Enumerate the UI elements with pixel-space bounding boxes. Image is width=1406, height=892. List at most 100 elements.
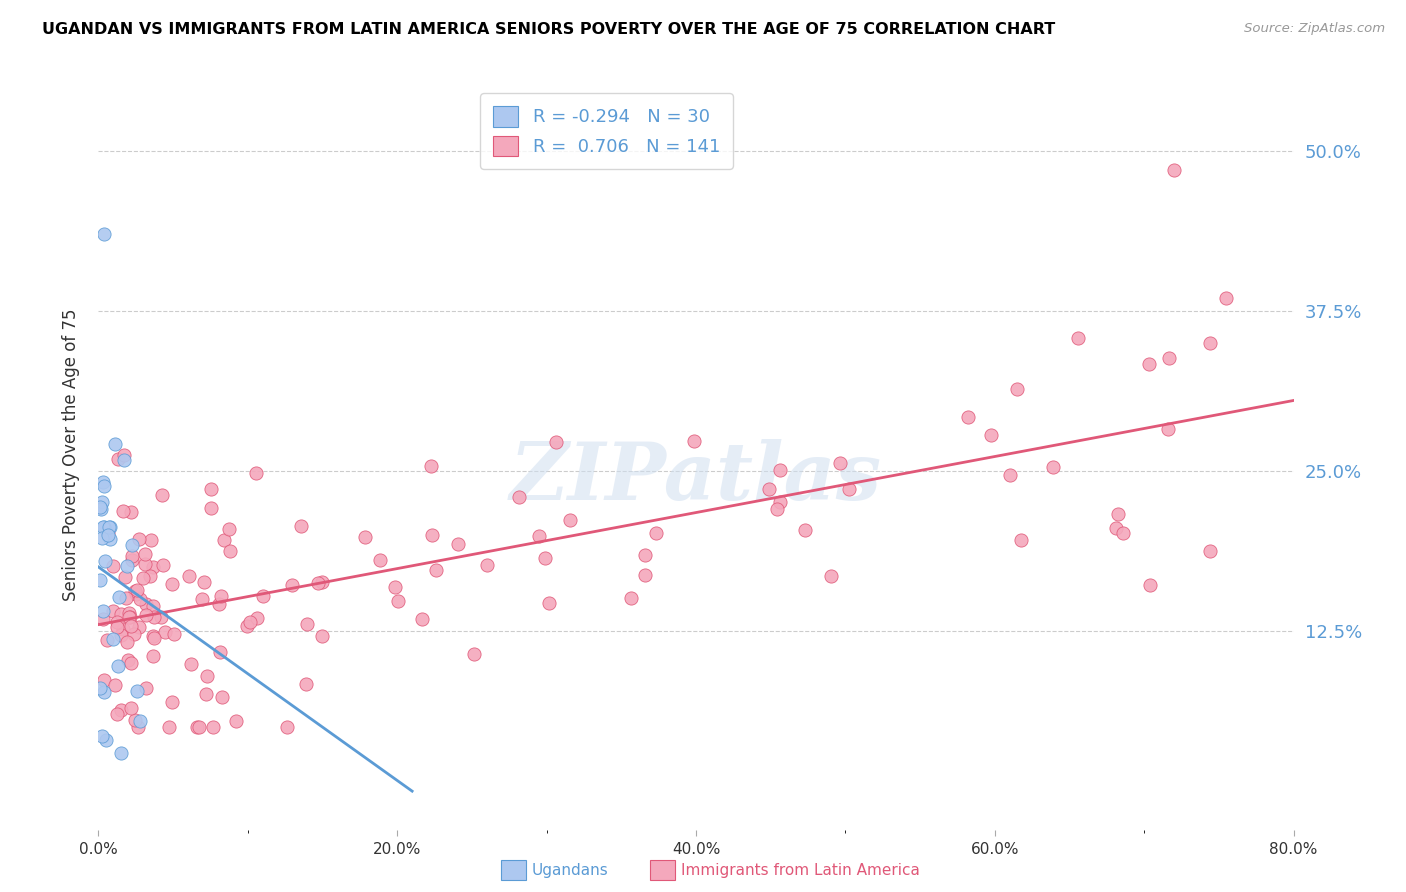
Point xyxy=(200,500,222,515)
Point xyxy=(105,707,128,722)
Point xyxy=(1199,335,1222,350)
Point xyxy=(425,563,447,577)
Point xyxy=(90,531,112,545)
Point xyxy=(135,597,157,611)
Point xyxy=(117,606,139,620)
Point xyxy=(93,673,115,687)
Point xyxy=(134,557,156,571)
Point xyxy=(89,573,111,587)
Point xyxy=(236,619,259,633)
Point xyxy=(89,500,111,515)
Point xyxy=(121,538,143,552)
Point xyxy=(108,591,131,605)
Point xyxy=(212,533,235,548)
Point xyxy=(91,519,114,533)
Point xyxy=(104,437,127,451)
Point xyxy=(117,653,139,667)
Point xyxy=(128,620,150,634)
Point xyxy=(139,569,162,583)
Point xyxy=(1215,291,1237,305)
Point xyxy=(838,483,860,497)
Point xyxy=(353,530,375,544)
Point xyxy=(110,628,132,642)
Point xyxy=(682,434,704,448)
Point xyxy=(120,505,142,519)
Point xyxy=(1007,383,1029,397)
Point xyxy=(142,649,165,664)
Point xyxy=(129,591,152,606)
Point xyxy=(195,669,218,683)
Point xyxy=(125,684,148,698)
Point xyxy=(544,434,567,449)
Point xyxy=(103,604,125,618)
Point xyxy=(163,627,186,641)
Point xyxy=(150,488,173,502)
Point xyxy=(103,632,125,647)
Point xyxy=(110,703,132,717)
Y-axis label: Seniors Poverty Over the Age of 75: Seniors Poverty Over the Age of 75 xyxy=(62,309,80,601)
Text: Source: ZipAtlas.com: Source: ZipAtlas.com xyxy=(1244,22,1385,36)
Point xyxy=(132,571,155,585)
Point xyxy=(93,685,115,699)
Point xyxy=(105,615,128,629)
Point xyxy=(142,599,165,613)
Point xyxy=(980,428,1002,442)
Point xyxy=(157,720,180,734)
Point xyxy=(155,625,177,640)
Point xyxy=(634,548,657,562)
Point xyxy=(143,632,166,646)
Point xyxy=(534,550,557,565)
Point xyxy=(239,615,262,630)
Point xyxy=(142,610,165,624)
Point xyxy=(218,522,240,536)
Point xyxy=(91,612,114,626)
Point xyxy=(105,620,128,634)
Point xyxy=(956,410,979,425)
Point xyxy=(769,463,792,477)
Point xyxy=(1042,460,1064,475)
Point xyxy=(477,558,499,572)
Point xyxy=(194,687,217,701)
Point xyxy=(120,610,142,624)
Point xyxy=(97,528,120,542)
Point xyxy=(101,559,124,574)
Point xyxy=(160,577,183,591)
Point xyxy=(129,714,152,728)
Point xyxy=(420,459,443,474)
Point xyxy=(769,495,792,509)
Point xyxy=(93,479,115,493)
Point xyxy=(90,730,112,744)
Point xyxy=(91,495,114,509)
Point xyxy=(111,623,134,637)
Point xyxy=(98,520,121,534)
Point xyxy=(112,504,135,518)
Point xyxy=(187,720,209,734)
Point xyxy=(793,523,815,537)
Point xyxy=(245,466,267,480)
Point xyxy=(820,569,842,583)
Point xyxy=(149,609,172,624)
Point xyxy=(527,528,550,542)
Point xyxy=(200,483,222,497)
Point xyxy=(1111,525,1133,540)
Point xyxy=(107,452,129,467)
Point xyxy=(125,587,148,601)
Text: Immigrants from Latin America: Immigrants from Latin America xyxy=(681,863,920,878)
Point xyxy=(135,607,157,622)
Point xyxy=(1107,507,1129,521)
Point xyxy=(447,536,470,550)
Point xyxy=(311,575,333,590)
Point xyxy=(1105,521,1128,535)
Point xyxy=(211,690,233,704)
Text: ZIPatlas: ZIPatlas xyxy=(510,439,882,516)
Legend: R = -0.294   N = 30, R =  0.706   N = 141: R = -0.294 N = 30, R = 0.706 N = 141 xyxy=(481,93,733,169)
Point xyxy=(1163,163,1185,178)
Point xyxy=(179,568,201,582)
Point xyxy=(104,678,127,692)
Point xyxy=(537,595,560,609)
Point xyxy=(311,629,333,643)
Point xyxy=(93,520,115,534)
Point xyxy=(765,502,787,516)
Point xyxy=(620,591,643,605)
Point xyxy=(645,526,668,541)
